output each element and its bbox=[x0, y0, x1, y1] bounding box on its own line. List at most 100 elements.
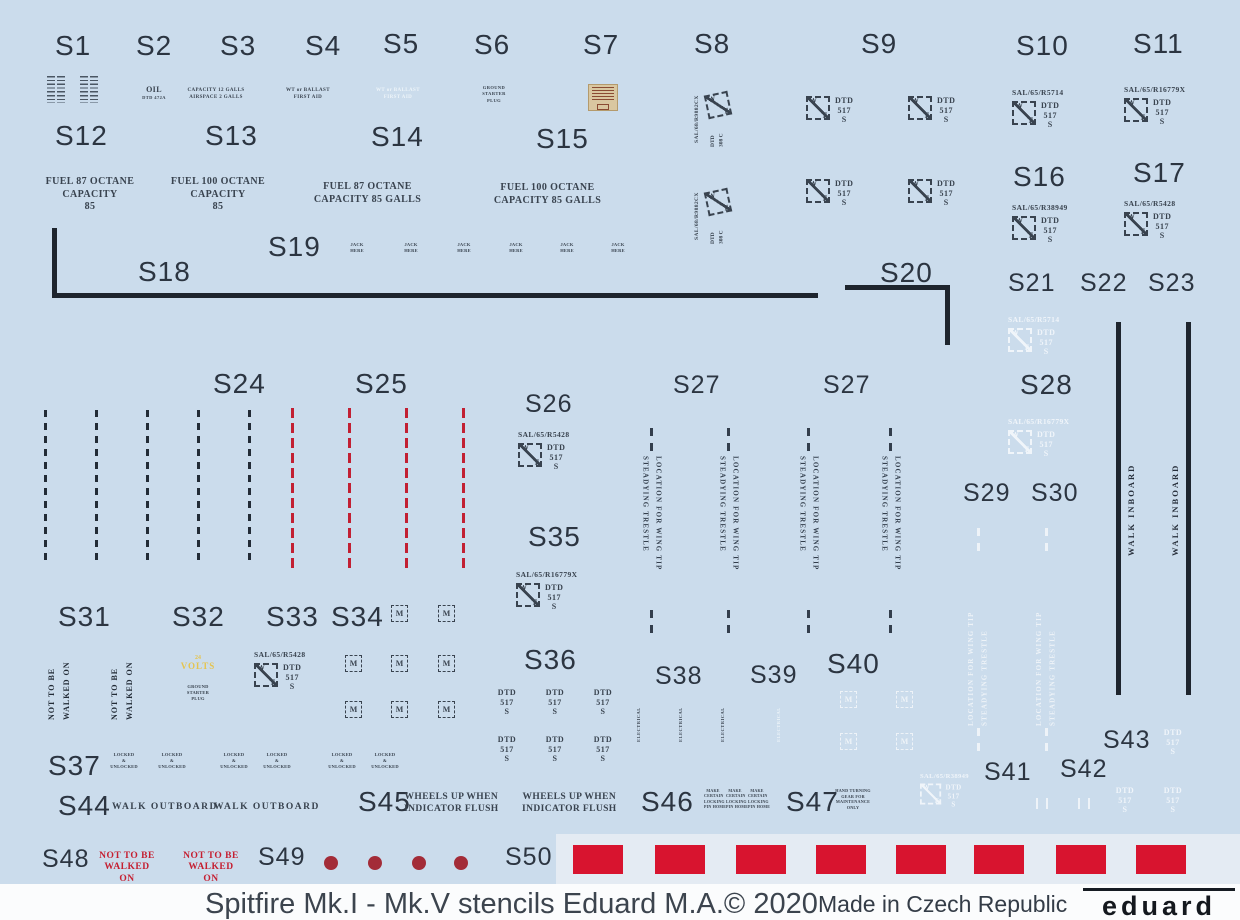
s3-capacity-stencil: CAPACITY 12 GALLS AIRSPACE 2 GALLS bbox=[187, 88, 245, 100]
label-s47: S47 bbox=[786, 786, 839, 817]
s27-trestle-stencil: LOCATION FOR WING TIP STEADYING TRESTLE bbox=[877, 428, 904, 636]
label-s27b: S27 bbox=[823, 371, 871, 399]
s36-dtd-stencil: DTD 517 S bbox=[545, 735, 565, 764]
label-s33: S33 bbox=[266, 601, 319, 632]
label-s18: S18 bbox=[138, 256, 191, 287]
label-s17: S17 bbox=[1133, 157, 1186, 188]
s24-dashed-line bbox=[146, 410, 149, 566]
s40-m-box-white: M bbox=[840, 691, 857, 708]
s46-tiny-stencil: MAKE CERTAIN LOCKING PIN HOME bbox=[748, 788, 771, 810]
s31-no-walk-stencil: NOT TO BE WALKED ON bbox=[110, 661, 135, 720]
s19-jack-here: JACK HERE bbox=[611, 242, 625, 254]
label-s20: S20 bbox=[880, 257, 933, 288]
s36-dtd-stencil: DTD 517 S bbox=[593, 735, 613, 764]
s50-red-rectangle bbox=[573, 845, 623, 874]
label-s19: S19 bbox=[268, 231, 321, 262]
s50-red-rectangle bbox=[896, 845, 946, 874]
label-s24: S24 bbox=[213, 368, 266, 399]
label-s3: S3 bbox=[220, 30, 257, 61]
s24-dashed-line bbox=[248, 410, 251, 566]
s4-ballast-stencil: WT or BALLAST FIRST AID bbox=[286, 88, 330, 100]
s12-fuel-stencil: FUEL 87 OCTANE CAPACITY 85 bbox=[45, 176, 135, 212]
s34-m-box: M bbox=[438, 605, 455, 622]
s37-tiny-stencil: LOCKED & UNLOCKED bbox=[110, 752, 138, 770]
s31-no-walk-stencil: NOT TO BE WALKED ON bbox=[47, 661, 72, 720]
s43-dtd-stencil-white: DTD 517 S bbox=[1163, 786, 1183, 815]
made-in-text: Made in Czech Republic bbox=[818, 891, 1068, 917]
label-s41: S41 bbox=[984, 758, 1032, 786]
label-s32: S32 bbox=[172, 601, 225, 632]
s27-trestle-stencil: LOCATION FOR WING TIP STEADYING TRESTLE bbox=[795, 428, 822, 636]
s36-dtd-stencil: DTD 517 S bbox=[497, 735, 517, 764]
s37-tiny-stencil: LOCKED & UNLOCKED bbox=[371, 752, 399, 770]
s19-jack-here: JACK HERE bbox=[350, 242, 364, 254]
s40-m-box-white: M bbox=[896, 691, 913, 708]
s19-jack-here: JACK HERE bbox=[560, 242, 574, 254]
s40-m-box-white: M bbox=[896, 733, 913, 750]
label-s42: S42 bbox=[1060, 755, 1108, 783]
s32-starter-plug-text: GROUND STARTER PLUG bbox=[186, 684, 210, 702]
label-s21: S21 bbox=[1008, 269, 1056, 297]
s43-dtd-stencil-white: DTD 517 S bbox=[1163, 728, 1183, 757]
s18-walkway-line bbox=[52, 293, 818, 298]
s19-jack-here: JACK HERE bbox=[404, 242, 418, 254]
s34-m-box: M bbox=[391, 605, 408, 622]
s13-fuel-stencil: FUEL 100 OCTANE CAPACITY 85 bbox=[170, 176, 266, 212]
label-s4: S4 bbox=[305, 30, 342, 61]
label-s6: S6 bbox=[474, 29, 511, 60]
s29-trestle-stencil-white: LOCATION FOR WING TIP STEADYING TRESTLE bbox=[965, 528, 992, 754]
label-s8: S8 bbox=[694, 28, 731, 59]
s6-starter-plug-stencil: GROUND STARTER PLUG bbox=[482, 85, 506, 103]
s34-m-box: M bbox=[345, 701, 362, 718]
s45-wheels-up-stencil: WHEELS UP WHEN INDICATOR FLUSH bbox=[522, 792, 617, 815]
s49-red-dot bbox=[412, 856, 426, 870]
label-s2: S2 bbox=[136, 30, 173, 61]
label-s45: S45 bbox=[358, 786, 411, 817]
label-s38: S38 bbox=[655, 662, 703, 690]
s34-m-box: M bbox=[345, 655, 362, 672]
label-s22: S22 bbox=[1080, 269, 1128, 297]
footer-band bbox=[0, 884, 1240, 920]
s38-electrical-stencil: ELECTRICAL bbox=[678, 707, 683, 742]
s37-tiny-stencil: LOCKED & UNLOCKED bbox=[263, 752, 291, 770]
s19-jack-here: JACK HERE bbox=[509, 242, 523, 254]
s34-m-box: M bbox=[391, 655, 408, 672]
label-s13: S13 bbox=[205, 120, 258, 151]
s2-oil-stencil: OIL DTD 472A bbox=[142, 85, 166, 101]
s38-electrical-stencil: ELECTRICAL bbox=[636, 707, 641, 742]
plate-text-lines bbox=[592, 87, 614, 102]
label-s23: S23 bbox=[1148, 269, 1196, 297]
s22-walkway-bar bbox=[1116, 322, 1121, 695]
s15-fuel-stencil: FUEL 100 OCTANE CAPACITY 85 GALLS bbox=[493, 182, 602, 206]
label-s15: S15 bbox=[536, 123, 589, 154]
s37-tiny-stencil: LOCKED & UNLOCKED bbox=[158, 752, 186, 770]
s34-m-box: M bbox=[391, 701, 408, 718]
label-s14: S14 bbox=[371, 121, 424, 152]
s20-walkway-line bbox=[845, 285, 950, 290]
label-s29: S29 bbox=[963, 479, 1011, 507]
s1-data-column bbox=[80, 76, 88, 103]
label-s25: S25 bbox=[355, 368, 408, 399]
sheet-title: Spitfire Mk.I - Mk.V stencils Eduard M.A… bbox=[205, 888, 818, 920]
s40-m-box-white: M bbox=[840, 733, 857, 750]
s25-red-dashed-line bbox=[291, 408, 294, 568]
